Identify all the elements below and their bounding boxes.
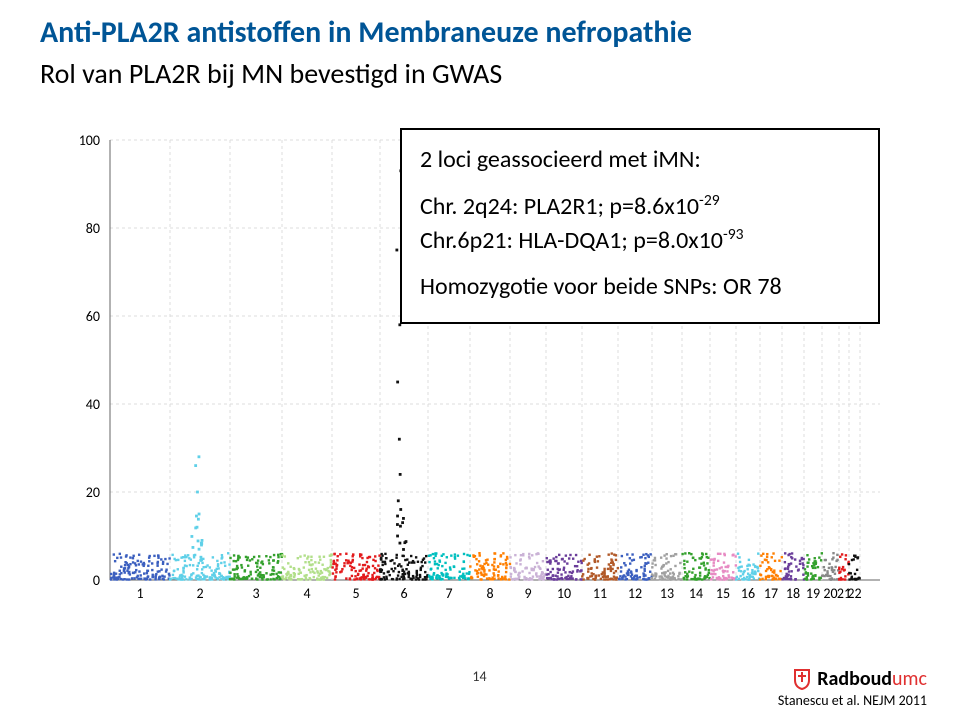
svg-text:100: 100 [79,132,100,149]
svg-text:4: 4 [303,585,310,602]
svg-text:7: 7 [445,585,452,602]
svg-text:14: 14 [689,585,703,602]
svg-text:60: 60 [86,308,100,325]
svg-text:11: 11 [593,585,607,602]
annot-line4: Homozygotie voor beide SNPs: OR 78 [420,271,860,303]
slide-title: Anti-PLA2R antistoffen in Membraneuze ne… [40,14,692,51]
svg-text:10: 10 [557,585,571,602]
svg-text:18: 18 [786,585,800,602]
annot-line2: Chr. 2q24: PLA2R1; p=8.6x10-29 [420,190,860,223]
svg-text:2: 2 [196,585,203,602]
svg-text:20: 20 [823,585,837,602]
svg-text:5: 5 [352,585,359,602]
svg-text:1: 1 [136,585,143,602]
svg-text:3: 3 [252,585,259,602]
svg-text:15: 15 [716,585,730,602]
slide-subtitle: Rol van PLA2R bij MN bevestigd in GWAS [40,56,502,91]
radboud-logo: Radboudumc [793,667,927,691]
annot-line3: Chr.6p21: HLA-DQA1; p=8.0x10-93 [420,224,860,257]
annotation-box: 2 loci geassocieerd met iMN: Chr. 2q24: … [400,128,880,324]
shield-icon [793,668,811,690]
svg-text:17: 17 [764,585,778,602]
svg-text:0: 0 [93,572,100,589]
svg-text:22: 22 [847,585,861,602]
svg-text:12: 12 [628,585,642,602]
svg-text:20: 20 [86,484,100,501]
citation: Stanescu et al. NEJM 2011 [778,692,927,709]
svg-text:16: 16 [741,585,755,602]
annot-line1: 2 loci geassocieerd met iMN: [420,144,860,176]
svg-text:19: 19 [806,585,820,602]
svg-text:80: 80 [86,220,100,237]
svg-text:6: 6 [400,585,407,602]
svg-text:13: 13 [660,585,674,602]
svg-text:9: 9 [524,585,531,602]
svg-text:8: 8 [486,585,493,602]
logo-text: Radboudumc [817,667,927,691]
svg-text:40: 40 [86,396,100,413]
